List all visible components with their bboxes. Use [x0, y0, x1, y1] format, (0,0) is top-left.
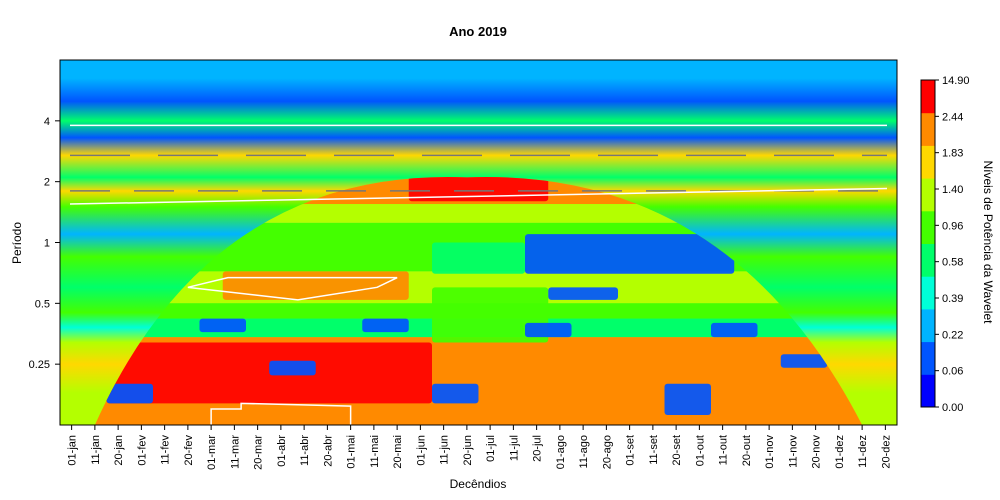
hotspot	[664, 383, 711, 416]
hotspot	[432, 242, 525, 274]
plot-area	[60, 60, 897, 425]
colorbar-segment	[921, 341, 935, 375]
x-tick-label: 20-out	[741, 435, 753, 466]
x-tick-label: 01-out	[694, 435, 706, 466]
x-tick-label: 20-fev	[183, 435, 195, 466]
hotspot	[199, 318, 246, 333]
y-tick-label: 0.5	[35, 298, 50, 310]
colorbar-segment	[921, 80, 935, 114]
colorbar-tick-label: 1.40	[942, 184, 963, 196]
y-tick-label: 1	[44, 238, 50, 250]
x-tick-label: 01-dez	[834, 435, 846, 469]
y-tick-label: 0.25	[29, 359, 50, 371]
y-tick-label: 4	[44, 116, 50, 128]
x-tick-label: 20-mai	[392, 435, 404, 469]
colorbar-tick-label: 0.58	[942, 257, 963, 269]
x-tick-label: 11-nov	[787, 435, 799, 468]
x-tick-label: 20-ago	[601, 435, 613, 469]
x-tick-label: 01-jan	[67, 435, 79, 466]
x-tick-label: 11-out	[718, 435, 730, 465]
colorbar-segment	[921, 145, 935, 179]
x-tick-label: 01-fev	[136, 435, 148, 466]
hotspot	[525, 234, 735, 274]
colorbar-segment	[921, 178, 935, 212]
hotspot	[711, 322, 758, 338]
colorbar-tick-label: 1.83	[942, 148, 963, 160]
colorbar-tick-label: 0.22	[942, 329, 963, 341]
hotspot	[432, 287, 549, 343]
colorbar-frame	[920, 79, 936, 408]
x-tick-label: 11-mai	[369, 435, 381, 468]
colorbar-segment	[921, 276, 935, 310]
y-axis: 0.25 0.5 1 2 4	[29, 116, 60, 371]
x-tick-label: 20-dez	[880, 435, 892, 469]
x-tick-label: 11-mar	[229, 435, 241, 469]
x-tick-label: 01-jun	[415, 435, 427, 466]
colorbar-title: Níveis de Potência da Wavelet	[981, 161, 995, 325]
x-tick-label: 01-mai	[346, 435, 358, 469]
x-tick-label: 20-nov	[811, 435, 823, 469]
x-tick-label: 01-abr	[276, 435, 288, 467]
x-tick-label: 11-fev	[160, 435, 172, 465]
x-tick-label: 11-jul	[508, 435, 520, 461]
colorbar-segment	[921, 308, 935, 343]
x-axis: 01-jan 11-jan 20-jan 01-fev 11-fev 20-fev 01-m…	[67, 425, 892, 470]
x-tick-label: 20-mar	[253, 435, 265, 470]
hotspot	[525, 322, 572, 338]
colorbar-segment	[921, 210, 935, 244]
hotspot	[269, 360, 316, 376]
x-tick-label: 20-jan	[113, 435, 125, 466]
colorbar-tick-label: 0.06	[942, 366, 963, 378]
x-tick-label: 01-nov	[764, 435, 776, 469]
x-tick-label: 01-jul	[485, 435, 497, 462]
colorbar-segment	[921, 243, 935, 277]
x-tick-label: 01-mar	[206, 435, 218, 470]
x-tick-label: 20-abr	[322, 435, 334, 467]
x-tick-label: 20-jul	[532, 435, 544, 462]
hotspot	[432, 383, 479, 404]
y-axis-title: Período	[10, 222, 24, 264]
x-tick-label: 11-jan	[90, 435, 102, 465]
hotspot	[780, 354, 828, 368]
x-tick-label: 11-set	[648, 435, 660, 465]
hotspot	[408, 177, 549, 202]
x-axis-title: Decêndios	[450, 477, 507, 491]
contour-line	[210, 402, 352, 425]
colorbar: 0.00 0.06 0.22 0.39 0.58 0.96 1.40 1.83 2.44 14.9…	[920, 75, 970, 414]
x-tick-label: 01-set	[625, 435, 637, 466]
contour-layer	[69, 124, 888, 425]
x-tick-label: 11-jun	[439, 435, 451, 465]
chart-title: Ano 2019	[449, 24, 507, 39]
hotspot	[222, 271, 409, 300]
x-tick-label: 20-jun	[462, 435, 474, 466]
y-tick-label: 2	[44, 177, 50, 189]
colorbar-tick-label: 0.96	[942, 220, 963, 232]
colorbar-tick-label: 2.44	[942, 111, 963, 123]
x-tick-label: 11-ago	[578, 435, 590, 468]
colorbar-segment	[921, 374, 935, 408]
colorbar-segment	[921, 112, 935, 146]
contour-line	[187, 276, 398, 301]
colorbar-tick-label: 0.00	[942, 402, 963, 414]
x-tick-label: 11-dez	[857, 435, 869, 468]
colorbar-tick-label: 0.39	[942, 293, 963, 305]
hotspot	[106, 342, 432, 404]
hotspot	[362, 318, 409, 333]
hotspot	[548, 287, 618, 300]
colorbar-tick-label: 14.90	[942, 75, 970, 87]
x-tick-label: 01-ago	[555, 435, 567, 469]
hotspot	[106, 383, 153, 404]
contour-line	[69, 187, 888, 205]
x-tick-label: 11-abr	[299, 435, 311, 466]
x-tick-label: 20-set	[671, 435, 683, 466]
